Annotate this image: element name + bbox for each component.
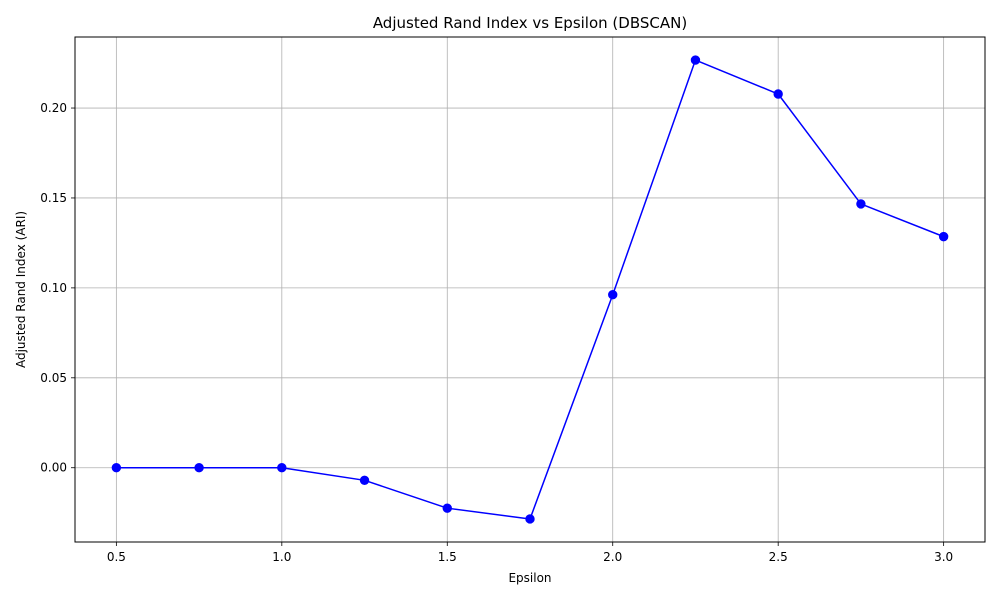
data-point <box>359 475 370 486</box>
y-tick-label: 0.10 <box>40 281 67 295</box>
y-tick-label: 0.15 <box>40 191 67 205</box>
data-point <box>277 463 287 473</box>
series-line <box>116 59 944 520</box>
series-layer <box>111 55 949 524</box>
grid-layer <box>75 37 985 542</box>
data-point <box>856 199 866 209</box>
data-point <box>111 463 122 473</box>
tick-layer: 0.5 1.0 1.5 2.0 2.5 3.0 0.00 0.05 0.10 0.15 0.20 <box>40 101 953 564</box>
y-tick-label: 0.05 <box>40 371 67 385</box>
data-point <box>690 55 701 65</box>
x-tick-label: 2.5 <box>769 550 788 564</box>
x-axis-label: Epsilon <box>508 571 551 585</box>
data-point <box>938 231 949 242</box>
y-tick-label: 0.20 <box>40 101 67 115</box>
x-tick-label: 2.0 <box>603 550 622 564</box>
y-tick-label: 0.00 <box>40 461 67 475</box>
x-tick-label: 1.0 <box>272 550 291 564</box>
x-tick-label: 0.5 <box>107 550 126 564</box>
data-point <box>608 290 618 300</box>
data-point <box>773 89 783 99</box>
x-tick-label: 3.0 <box>934 550 953 564</box>
y-axis-label: Adjusted Rand Index (ARI) <box>14 211 28 368</box>
plot-frame <box>74 36 986 543</box>
chart-title: Adjusted Rand Index vs Epsilon (DBSCAN) <box>373 14 687 32</box>
x-tick-label: 1.5 <box>438 550 457 564</box>
data-point <box>194 463 204 473</box>
data-point <box>442 503 452 513</box>
data-point <box>525 514 535 524</box>
